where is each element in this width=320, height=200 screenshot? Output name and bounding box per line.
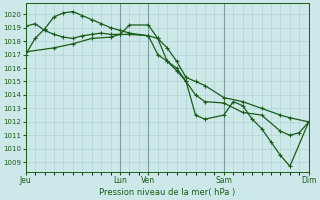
X-axis label: Pression niveau de la mer( hPa ): Pression niveau de la mer( hPa ) xyxy=(99,188,235,197)
